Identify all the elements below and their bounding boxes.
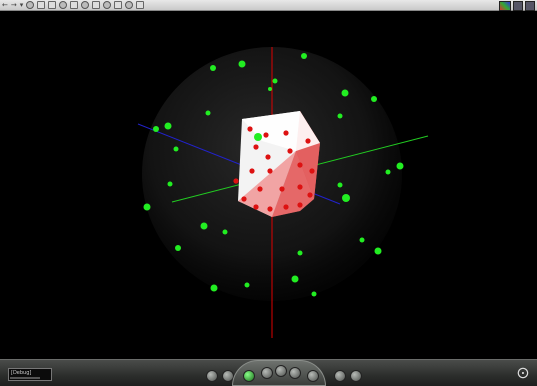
3d-viewport[interactable] [0, 11, 537, 359]
status-progress-bar [10, 377, 40, 379]
fit-icon[interactable] [70, 1, 79, 9]
walk-mode-icon[interactable] [243, 370, 255, 382]
forward-arrow-icon[interactable]: → [10, 1, 17, 9]
viewpoint-prev-icon[interactable] [37, 1, 46, 9]
zoom-mode-icon[interactable] [289, 367, 301, 379]
restore-icon[interactable] [525, 1, 535, 11]
pan-mode-icon[interactable] [261, 367, 273, 379]
rotate-mode-icon[interactable] [275, 365, 287, 377]
window-controls [499, 1, 535, 11]
app-logo-icon [499, 1, 511, 11]
status-text: [Debug] [11, 370, 32, 376]
back-arrow-icon[interactable]: ← [2, 1, 8, 9]
cube-top-face [242, 111, 320, 151]
fly-icon[interactable] [125, 1, 134, 9]
study-icon[interactable] [136, 1, 145, 9]
examine-icon[interactable] [103, 1, 112, 9]
viewpoint-next-icon[interactable] [48, 1, 57, 9]
browser-toolbar: ← → ▾ [0, 0, 537, 11]
zoom-icon[interactable] [59, 1, 68, 9]
straighten-icon[interactable] [206, 370, 218, 382]
walk-icon[interactable] [114, 1, 123, 9]
navigation-buttons: ← → ▾ [0, 0, 147, 10]
dashboard-console [232, 360, 326, 386]
rotate-icon[interactable] [81, 1, 90, 9]
viewpoint-prev-button-icon[interactable] [334, 370, 346, 382]
pan-icon[interactable] [92, 1, 101, 9]
status-field: [Debug] [8, 368, 52, 381]
scene-canvas [137, 47, 429, 338]
home-icon[interactable] [26, 1, 35, 9]
navigation-dashboard: [Debug] ⊙ [0, 359, 537, 386]
minimize-icon[interactable] [513, 1, 523, 11]
player-logo-icon: ⊙ [516, 363, 530, 382]
cube-shade-face [238, 151, 314, 217]
viewpoint-next-button-icon[interactable] [350, 370, 362, 382]
outer-points [143, 53, 404, 297]
inner-points [233, 126, 315, 212]
seek-mode-icon[interactable] [307, 370, 319, 382]
dropdown-arrow-icon[interactable]: ▾ [19, 1, 24, 9]
